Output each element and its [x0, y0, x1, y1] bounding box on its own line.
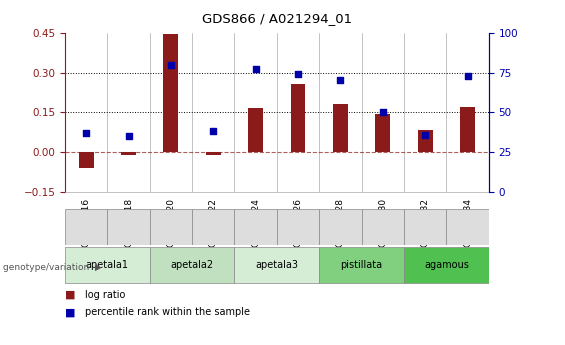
Bar: [404, 247, 489, 283]
Bar: [65, 209, 107, 245]
Text: GDS866 / A021294_01: GDS866 / A021294_01: [202, 12, 352, 26]
Bar: [163, 34, 179, 152]
Point: [336, 78, 345, 83]
Point: [379, 109, 388, 115]
Bar: [248, 108, 263, 152]
Text: genotype/variation  ▶: genotype/variation ▶: [3, 263, 102, 272]
Point: [124, 134, 133, 139]
Bar: [206, 152, 221, 155]
Point: [82, 130, 91, 136]
Text: pistillata: pistillata: [341, 260, 383, 270]
Point: [251, 67, 260, 72]
Bar: [333, 104, 348, 152]
Bar: [446, 209, 489, 245]
Bar: [234, 209, 277, 245]
Bar: [234, 247, 319, 283]
Point: [209, 129, 218, 134]
Text: apetala1: apetala1: [86, 260, 129, 270]
Bar: [290, 85, 306, 152]
Point: [294, 71, 303, 77]
Text: percentile rank within the sample: percentile rank within the sample: [85, 307, 250, 317]
Bar: [150, 209, 192, 245]
Bar: [418, 129, 433, 152]
Text: apetala3: apetala3: [255, 260, 298, 270]
Point: [463, 73, 472, 78]
Text: agamous: agamous: [424, 260, 469, 270]
Bar: [362, 209, 404, 245]
Bar: [319, 247, 404, 283]
Bar: [107, 209, 150, 245]
Bar: [460, 107, 475, 152]
Text: log ratio: log ratio: [85, 290, 125, 300]
Bar: [121, 152, 136, 155]
Bar: [150, 247, 234, 283]
Bar: [192, 209, 234, 245]
Bar: [277, 209, 319, 245]
Point: [420, 132, 430, 137]
Text: ■: ■: [65, 290, 76, 300]
Bar: [375, 114, 390, 152]
Text: ■: ■: [65, 307, 76, 317]
Bar: [65, 247, 150, 283]
Point: [167, 62, 176, 67]
Text: apetala2: apetala2: [171, 260, 214, 270]
Bar: [79, 152, 94, 168]
Bar: [404, 209, 446, 245]
Bar: [319, 209, 362, 245]
